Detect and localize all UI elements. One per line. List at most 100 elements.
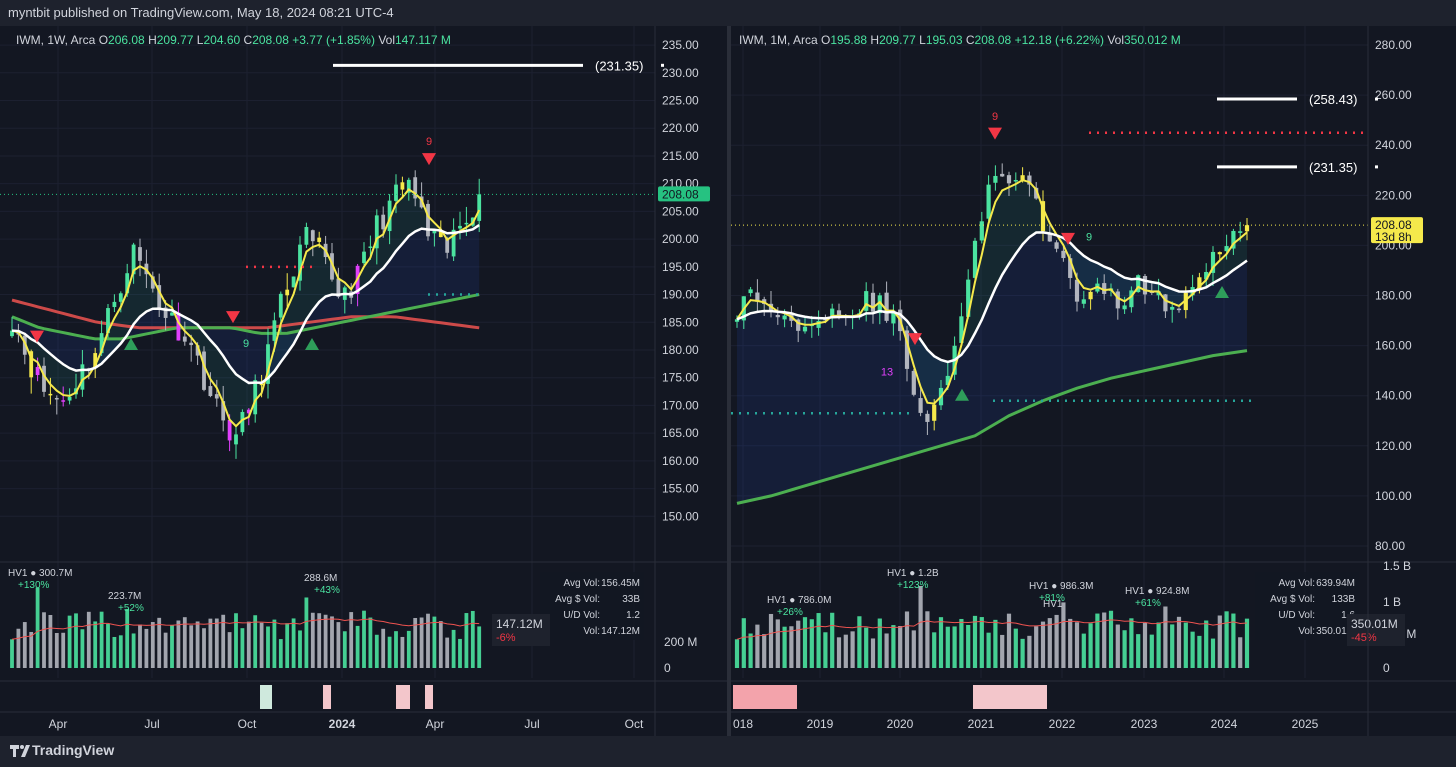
y-tick-label: 220.00	[1375, 188, 1412, 202]
signal-strip-block	[396, 685, 410, 709]
candle	[768, 303, 774, 312]
y-tick-label: 165.00	[662, 426, 699, 440]
buy-signal-marker	[124, 337, 138, 350]
attribution-bar: myntbit published on TradingView.com, Ma…	[0, 0, 1456, 26]
candle	[99, 333, 104, 354]
y-tick-label: 175.00	[662, 371, 699, 385]
volume-bar	[1095, 613, 1100, 668]
volume-bar	[986, 632, 991, 668]
volume-bar	[54, 632, 59, 668]
volume-bar	[1034, 626, 1039, 668]
candle	[272, 320, 277, 341]
candle	[125, 273, 130, 294]
volume-spike-label: HV1 ● 1.2B	[887, 568, 939, 579]
volume-stat-label: U/D Vol:	[1278, 610, 1315, 621]
candle	[106, 308, 110, 334]
volume-bar	[400, 636, 405, 668]
footer-brand: TradingView	[32, 742, 115, 758]
volume-bar	[1020, 638, 1025, 668]
volume-bar	[789, 626, 794, 668]
legend-part: L	[197, 33, 204, 47]
volume-tick-label: 0	[1383, 661, 1390, 675]
ema-line	[11, 293, 480, 341]
legend-part: L	[919, 33, 926, 47]
chart-panel-monthly[interactable]: 280.00 260.00 240.00 220.00 200.00 180.00 160.…	[731, 26, 1456, 736]
candle	[182, 336, 187, 342]
candle	[918, 398, 923, 413]
candle	[1034, 187, 1039, 199]
volume-bar	[843, 634, 848, 668]
volume-bar	[80, 629, 85, 668]
panel-divider[interactable]	[727, 26, 731, 736]
volume-bar	[170, 625, 174, 668]
candle	[477, 194, 482, 221]
ema-line	[736, 349, 1248, 505]
volume-bar	[1183, 622, 1188, 668]
y-tick-label: 150.00	[662, 509, 699, 523]
volume-bar	[1156, 622, 1161, 668]
volume-bar	[1142, 623, 1148, 668]
candle	[266, 344, 270, 384]
candle	[1122, 305, 1127, 310]
candle	[285, 289, 290, 296]
candle	[445, 237, 450, 253]
candle	[387, 200, 392, 232]
volume-stat-value: 1.2	[626, 610, 640, 621]
candle	[195, 345, 200, 356]
signal-strip-block	[323, 685, 331, 709]
volume-spike-label: HV1 ● 924.8M	[1125, 586, 1189, 597]
volume-stat-label: Avg Vol:	[1278, 578, 1315, 589]
volume-bar	[768, 613, 774, 668]
volume-bar	[330, 616, 334, 668]
volume-tick-label: 1.5 B	[1383, 559, 1411, 573]
volume-bar	[1163, 606, 1168, 668]
sell-signal-marker	[988, 127, 1002, 140]
legend-part: Vol	[1107, 33, 1124, 47]
volume-bar	[266, 626, 270, 668]
candle	[432, 230, 437, 234]
volume-bar	[419, 617, 424, 668]
volume-stat-value: 639.94M	[1316, 578, 1355, 589]
volume-bar	[1136, 634, 1141, 668]
volume-bar	[182, 617, 187, 668]
volume-spike-pct: +123%	[897, 580, 929, 591]
candle	[1047, 232, 1052, 242]
volume-bar	[1122, 630, 1127, 668]
candle	[1013, 180, 1018, 182]
count-marker: 9	[992, 111, 998, 123]
volume-bar	[945, 626, 950, 668]
volume-ma-line	[11, 618, 480, 640]
candle	[1210, 251, 1216, 273]
volume-bar	[278, 639, 283, 668]
volume-bar	[272, 619, 277, 668]
chart-panel-weekly[interactable]: 235.00 230.00 225.00 220.00 215.00 210.00 205.…	[0, 26, 727, 736]
monthly-chart-svg[interactable]: 280.00260.00240.00220.00200.00180.00160.…	[731, 26, 1456, 736]
volume-bar	[221, 614, 226, 668]
volume-bar	[432, 616, 437, 668]
volume-bar	[782, 626, 787, 668]
legend-part: C	[966, 33, 975, 47]
volume-bar	[310, 612, 315, 668]
volume-bar	[464, 613, 469, 668]
volume-bar	[1231, 613, 1236, 668]
volume-spike-pct: +81%	[1039, 593, 1065, 604]
signal-strip-block	[425, 685, 433, 709]
volume-bar	[898, 626, 903, 668]
volume-bar	[246, 621, 251, 668]
volume-bar	[816, 613, 821, 668]
volume-bar	[214, 618, 219, 668]
volume-bar	[470, 610, 475, 668]
trend-band	[12, 225, 480, 383]
volume-bar	[227, 632, 232, 668]
candle	[1170, 306, 1175, 310]
volume-bar	[35, 587, 40, 668]
ohlc-legend: IWM, 1W, Arca O206.08 H209.77 L204.60 C2…	[16, 33, 451, 47]
weekly-chart-svg[interactable]: 235.00230.00225.00220.00215.00210.00205.…	[0, 26, 727, 736]
candle	[911, 370, 916, 395]
legend-part: 206.08	[108, 33, 148, 47]
candle	[29, 351, 34, 378]
candle	[1238, 231, 1243, 233]
volume-tag-pct: -6%	[496, 632, 516, 644]
y-tick-label: 80.00	[1375, 539, 1405, 553]
volume-stat-label: Avg Vol:	[563, 578, 600, 589]
